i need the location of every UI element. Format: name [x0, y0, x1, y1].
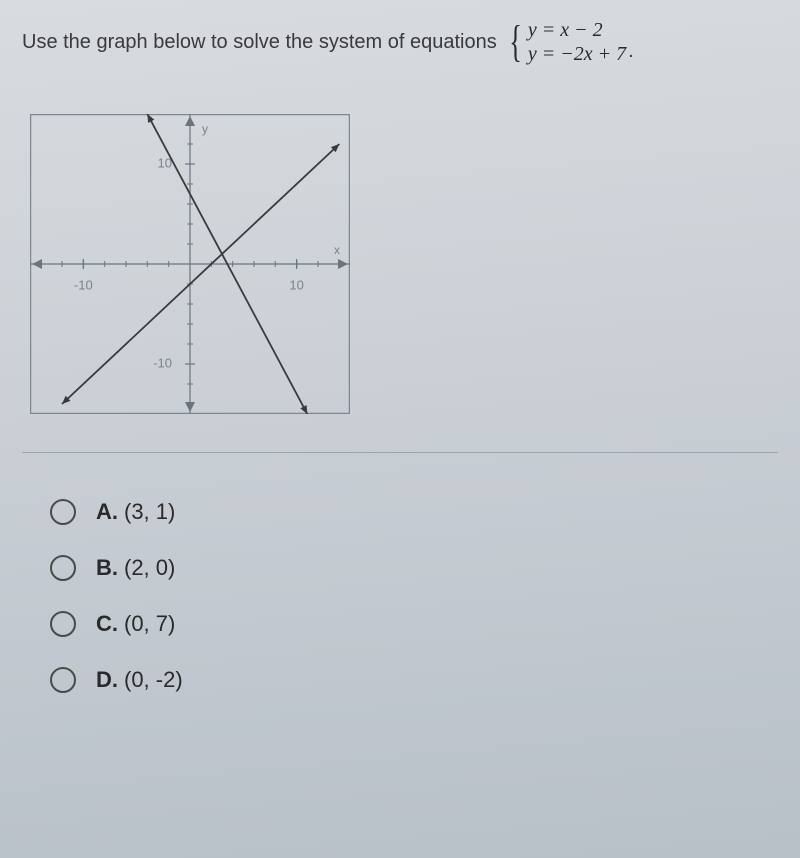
option-c[interactable]: C.(0, 7): [50, 611, 778, 637]
radio-icon[interactable]: [50, 611, 76, 637]
option-label: D.(0, -2): [96, 667, 183, 693]
system-equations: y = x − 2 y = −2x + 7: [528, 18, 626, 66]
option-a[interactable]: A.(3, 1): [50, 499, 778, 525]
option-label: B.(2, 0): [96, 555, 175, 581]
brace-glyph: {: [509, 20, 522, 64]
question-prompt: Use the graph below to solve the system …: [22, 18, 778, 66]
graph-container: -101010-10yx: [30, 114, 778, 414]
svg-text:x: x: [334, 243, 340, 257]
svg-text:-10: -10: [74, 278, 93, 293]
option-label: C.(0, 7): [96, 611, 175, 637]
svg-text:y: y: [202, 122, 208, 136]
radio-icon[interactable]: [50, 555, 76, 581]
svg-text:10: 10: [289, 278, 303, 293]
answer-options: A.(3, 1) B.(2, 0) C.(0, 7) D.(0, -2): [50, 499, 778, 693]
option-d[interactable]: D.(0, -2): [50, 667, 778, 693]
coordinate-graph: -101010-10yx: [30, 114, 350, 414]
option-b[interactable]: B.(2, 0): [50, 555, 778, 581]
equation-2: y = −2x + 7: [528, 42, 626, 66]
section-divider: [22, 452, 778, 453]
radio-icon[interactable]: [50, 667, 76, 693]
period: .: [628, 36, 634, 66]
prompt-text: Use the graph below to solve the system …: [22, 27, 497, 57]
option-label: A.(3, 1): [96, 499, 175, 525]
radio-icon[interactable]: [50, 499, 76, 525]
equation-1: y = x − 2: [528, 18, 626, 42]
svg-text:-10: -10: [153, 355, 172, 370]
